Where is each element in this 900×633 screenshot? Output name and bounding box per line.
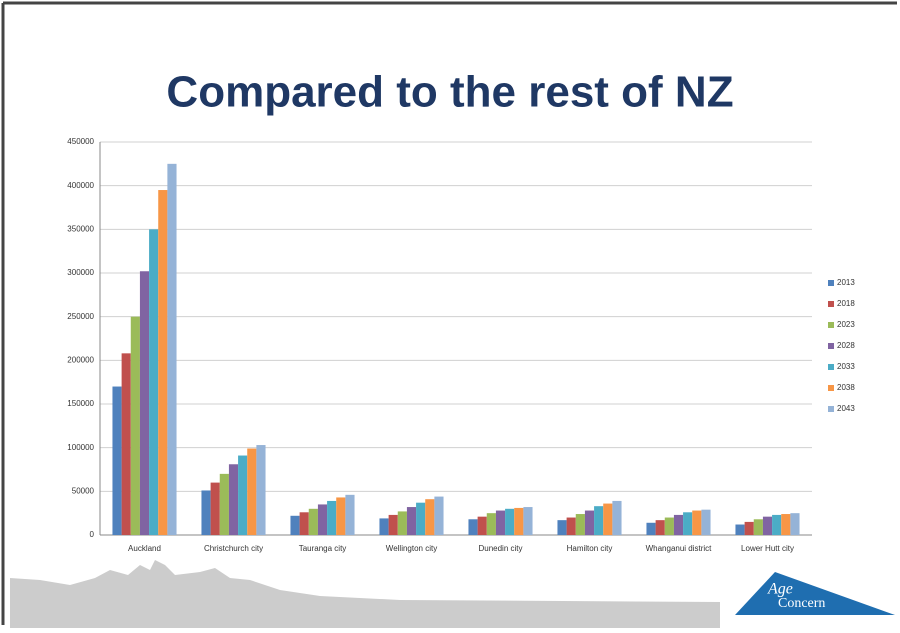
y-tick-label: 0 — [90, 530, 95, 539]
bar — [664, 517, 674, 535]
y-tick-label: 50000 — [72, 486, 95, 495]
bar — [317, 504, 328, 535]
bar — [692, 510, 702, 535]
legend-label: 2043 — [837, 404, 855, 413]
bar — [514, 507, 524, 535]
y-tick-label: 100000 — [67, 443, 94, 452]
bar — [290, 515, 300, 535]
x-tick-label: Lower Hutt city — [741, 544, 794, 553]
bar — [683, 512, 693, 535]
bar — [584, 510, 595, 535]
x-tick-label: Wellington city — [386, 544, 437, 553]
y-tick-label: 400000 — [67, 181, 94, 190]
bar — [744, 521, 754, 535]
legend-label: 2023 — [837, 320, 855, 329]
y-tick-label: 150000 — [67, 399, 94, 408]
skyline — [10, 560, 720, 628]
bar — [308, 508, 318, 535]
bar — [523, 507, 533, 535]
bar — [228, 464, 239, 535]
bar — [477, 516, 487, 535]
x-tick-label: Dunedin city — [478, 544, 522, 553]
bar — [112, 386, 122, 535]
legend-swatch — [828, 406, 834, 412]
legend-label: 2013 — [837, 278, 855, 287]
bar — [495, 510, 506, 535]
bar — [210, 482, 220, 535]
bar — [575, 514, 585, 535]
legend-swatch — [828, 322, 834, 328]
plot: 0 50000 100000 150000 200000 250000 300000 3500… — [67, 137, 855, 553]
bar — [256, 445, 266, 535]
bar — [655, 520, 665, 535]
bar — [505, 508, 515, 535]
logo-text: Age — [767, 581, 793, 598]
logo-text: Concern — [778, 596, 825, 611]
legend-swatch — [828, 385, 834, 391]
bar — [673, 514, 684, 535]
legend-label: 2028 — [837, 341, 855, 350]
bar — [219, 473, 229, 535]
x-tick-label: Tauranga city — [299, 544, 347, 553]
bar — [167, 163, 177, 536]
bar — [345, 494, 355, 535]
bar — [201, 490, 211, 535]
chart-title: Compared to the rest of NZ — [166, 68, 733, 117]
bar — [557, 520, 567, 535]
y-tick-label: 250000 — [67, 312, 94, 321]
legend-swatch — [828, 280, 834, 286]
bar — [416, 502, 426, 535]
bar — [486, 513, 496, 535]
legend-label: 2033 — [837, 362, 855, 371]
bar — [566, 517, 576, 535]
legend-label: 2018 — [837, 299, 855, 308]
bar — [388, 514, 398, 535]
bar — [379, 518, 389, 535]
bar — [397, 511, 407, 535]
bar — [735, 524, 745, 535]
bar — [327, 500, 337, 535]
bar — [434, 496, 444, 535]
legend-swatch — [828, 301, 834, 307]
y-tick-label: 450000 — [67, 137, 94, 146]
bar — [149, 229, 159, 536]
y-tick-label: 300000 — [67, 268, 94, 277]
legend-swatch — [828, 364, 834, 370]
bar — [701, 509, 711, 535]
bar — [336, 497, 346, 535]
bar — [121, 353, 131, 535]
legend-label: 2038 — [837, 383, 855, 392]
bar — [247, 448, 257, 535]
bar — [772, 514, 782, 535]
bar — [646, 522, 656, 535]
bar — [612, 500, 622, 535]
logo-triangle — [735, 572, 895, 615]
x-tick-label: Whanganui district — [646, 544, 713, 553]
bar — [781, 514, 791, 535]
bar — [158, 190, 168, 536]
bar — [753, 519, 763, 535]
x-tick-label: Auckland — [128, 544, 161, 553]
bar — [406, 507, 417, 535]
x-tick-label: Hamilton city — [567, 544, 613, 553]
y-tick-label: 200000 — [67, 355, 94, 364]
bar — [790, 513, 800, 535]
y-tick-label: 350000 — [67, 224, 94, 233]
bar — [425, 499, 435, 535]
bar — [130, 316, 140, 535]
bar — [299, 512, 309, 535]
bar — [603, 503, 613, 535]
x-tick-label: Christchurch city — [204, 544, 263, 553]
bar — [139, 271, 150, 535]
bar — [238, 455, 248, 535]
legend-swatch — [828, 343, 834, 349]
bar — [594, 506, 604, 535]
bar — [762, 516, 773, 535]
bar — [468, 519, 478, 535]
